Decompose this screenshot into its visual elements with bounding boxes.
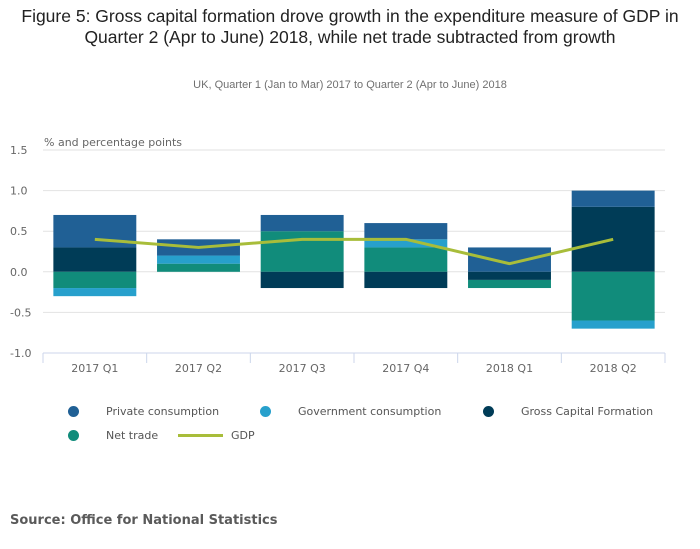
- legend-item-government-consumption[interactable]: Government consumption: [260, 405, 441, 418]
- bar-private-consumption: [364, 223, 448, 240]
- bar-government-consumption: [571, 320, 655, 329]
- bar-net-trade: [571, 271, 655, 321]
- x-tick-label: 2017 Q4: [382, 362, 429, 375]
- bar-gross-capital-formation: [364, 271, 448, 289]
- legend-label: Private consumption: [106, 405, 220, 418]
- source-note: Source: Office for National Statistics: [10, 513, 278, 528]
- bar-net-trade: [468, 279, 551, 289]
- legend-dot-icon: [260, 406, 271, 417]
- gdp-line: [94, 237, 614, 266]
- legend-dot-icon: [68, 406, 79, 417]
- legend-label: Net trade: [106, 429, 159, 442]
- bar-gross-capital-formation: [53, 247, 137, 272]
- gridlines: [43, 149, 665, 313]
- bar-private-consumption: [468, 247, 551, 272]
- y-tick-label: 0.0: [10, 266, 28, 279]
- bar-private-consumption: [260, 214, 344, 232]
- bar-government-consumption: [157, 255, 240, 264]
- chart-title: Figure 5: Gross capital formation drove …: [21, 6, 679, 47]
- legend-label: Government consumption: [298, 405, 442, 418]
- legend-item-private-consumption[interactable]: Private consumption: [68, 405, 219, 418]
- bar-government-consumption: [364, 239, 448, 248]
- x-tick-label: 2018 Q2: [590, 362, 637, 375]
- bar-gross-capital-formation: [260, 271, 344, 289]
- y-tick-label: 0.5: [10, 225, 28, 238]
- y-tick-label: -1.0: [10, 347, 31, 360]
- y-tick-label: 1.0: [10, 185, 28, 198]
- chart-subtitle: UK, Quarter 1 (Jan to Mar) 2017 to Quart…: [193, 79, 507, 91]
- x-tick-label: 2017 Q3: [279, 362, 326, 375]
- gdp-line-group: [94, 237, 614, 266]
- legend-dot-icon: [68, 430, 79, 441]
- legend-dot-icon: [483, 406, 494, 417]
- legend-item-gdp[interactable]: GDP: [178, 429, 255, 442]
- bar-gross-capital-formation: [468, 271, 551, 280]
- bar-net-trade: [260, 231, 344, 272]
- y-axis-ticks: 1.5 1.0 0.5 0.0 -0.5 -1.0: [10, 144, 31, 360]
- bar-net-trade: [364, 247, 448, 272]
- y-tick-label: 1.5: [10, 144, 28, 157]
- x-axis: 2017 Q1 2017 Q2 2017 Q3 2017 Q4 2018 Q1 2018 …: [42, 352, 666, 375]
- y-axis-label: % and percentage points: [44, 136, 182, 149]
- bar-government-consumption: [53, 288, 137, 297]
- bars: [53, 190, 655, 329]
- legend-label: Gross Capital Formation: [521, 405, 654, 418]
- legend-label: GDP: [231, 429, 255, 442]
- legend-line-icon: [178, 434, 223, 437]
- y-tick-label: -0.5: [10, 306, 31, 319]
- bar-net-trade: [53, 271, 137, 289]
- bar-net-trade: [157, 263, 240, 272]
- x-tick-label: 2018 Q1: [486, 362, 533, 375]
- legend-item-net-trade[interactable]: Net trade: [68, 429, 158, 442]
- legend-item-gross-capital-formation[interactable]: Gross Capital Formation: [483, 405, 653, 418]
- x-tick-label: 2017 Q1: [71, 362, 118, 375]
- x-tick-label: 2017 Q2: [175, 362, 222, 375]
- bar-private-consumption: [571, 190, 655, 207]
- chart-svg: % and percentage points 1.5 1.0 0.5 0.0 -0.5…: [10, 136, 666, 375]
